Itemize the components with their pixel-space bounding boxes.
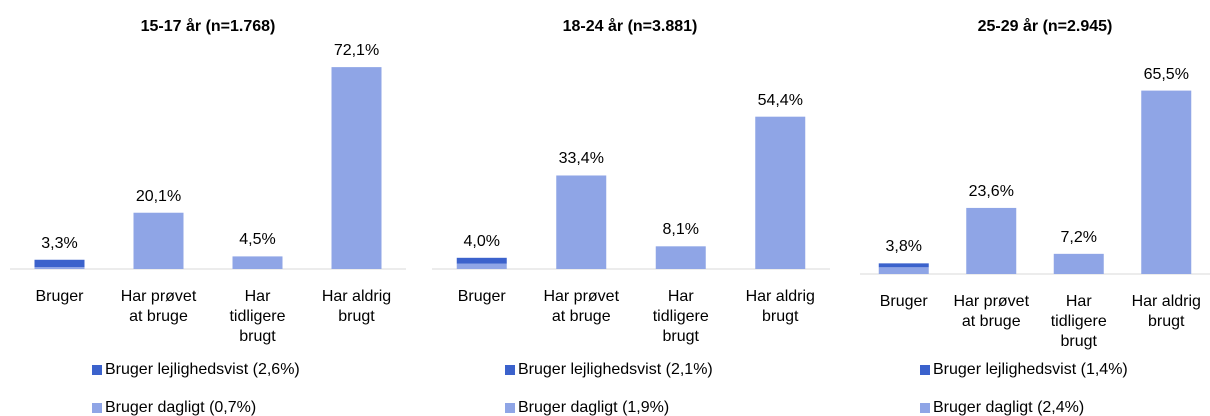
legend-label: Bruger dagligt (2,4%): [933, 399, 1085, 416]
legend-entry: Bruger dagligt (1,9%): [505, 398, 669, 416]
x-tick-label: Har prøvet at bruge: [543, 288, 620, 325]
bar: [556, 175, 607, 269]
legend-swatch: [505, 403, 515, 413]
bar: [655, 246, 706, 269]
legend-swatch: [92, 403, 102, 413]
x-tick-label: Bruger: [879, 293, 928, 310]
x-tick-label: Har aldrig brugt: [745, 288, 815, 325]
legend-entry: Bruger lejlighedsvist (2,6%): [92, 360, 300, 380]
chart-title: 18-24 år (n=3.881): [562, 18, 698, 35]
bar: [966, 207, 1017, 274]
bar: [232, 256, 283, 269]
value-label: 7,2%: [1060, 228, 1097, 246]
x-tick-label: Har aldrig brugt: [1131, 293, 1201, 330]
bar: [133, 212, 184, 269]
value-label: 4,0%: [463, 232, 500, 250]
x-tick-label: Har prøvet at bruge: [120, 288, 197, 325]
bar: [1053, 253, 1104, 274]
bar-segment: [878, 263, 929, 268]
legend-entry: Bruger dagligt (0,7%): [92, 398, 256, 416]
x-tick-label: Har tidligere brugt: [1050, 293, 1107, 350]
legend-label: Bruger lejlighedsvist (2,6%): [105, 361, 300, 378]
value-label: 23,6%: [968, 182, 1014, 200]
value-label: 3,3%: [41, 234, 78, 252]
legend-entry: Bruger lejlighedsvist (2,1%): [505, 360, 713, 380]
legend-label: Bruger lejlighedsvist (2,1%): [518, 361, 713, 378]
x-tick-label: Bruger: [35, 288, 84, 305]
bar-segment: [456, 257, 507, 264]
bar: [755, 116, 806, 270]
legend-swatch: [92, 365, 102, 375]
bar-segment: [34, 259, 85, 268]
x-tick-label: Har tidligere brugt: [652, 288, 709, 345]
value-label: 33,4%: [558, 150, 604, 168]
bar-segment: [456, 263, 507, 269]
value-label: 8,1%: [662, 221, 699, 239]
value-label: 72,1%: [333, 42, 380, 60]
x-tick-label: Bruger: [457, 288, 506, 305]
bar: [1141, 90, 1192, 274]
value-label: 54,4%: [757, 91, 803, 109]
bar-segment: [34, 267, 85, 269]
value-label: 65,5%: [1143, 65, 1189, 83]
bar-segment: [878, 267, 929, 274]
chart-title: 25-29 år (n=2.945): [977, 18, 1113, 35]
legend-label: Bruger dagligt (1,9%): [518, 399, 670, 416]
value-label: 3,8%: [885, 238, 922, 256]
legend-label: Bruger lejlighedsvist (1,4%): [933, 361, 1128, 378]
x-tick-label: Har aldrig brugt: [321, 288, 392, 325]
legend-swatch: [920, 403, 930, 413]
legend-entry: Bruger lejlighedsvist (1,4%): [920, 360, 1128, 380]
value-label: 20,1%: [135, 187, 182, 205]
value-label: 4,5%: [239, 231, 276, 249]
legend-label: Bruger dagligt (0,7%): [105, 399, 257, 416]
legend-swatch: [920, 365, 930, 375]
bar: [331, 67, 382, 270]
x-tick-label: Har prøvet at bruge: [953, 293, 1030, 330]
legend-entry: Bruger dagligt (2,4%): [920, 398, 1084, 416]
legend-swatch: [505, 365, 515, 375]
x-tick-label: Har tidligere brugt: [229, 288, 286, 345]
chart-title: 15-17 år (n=1.768): [140, 18, 276, 35]
